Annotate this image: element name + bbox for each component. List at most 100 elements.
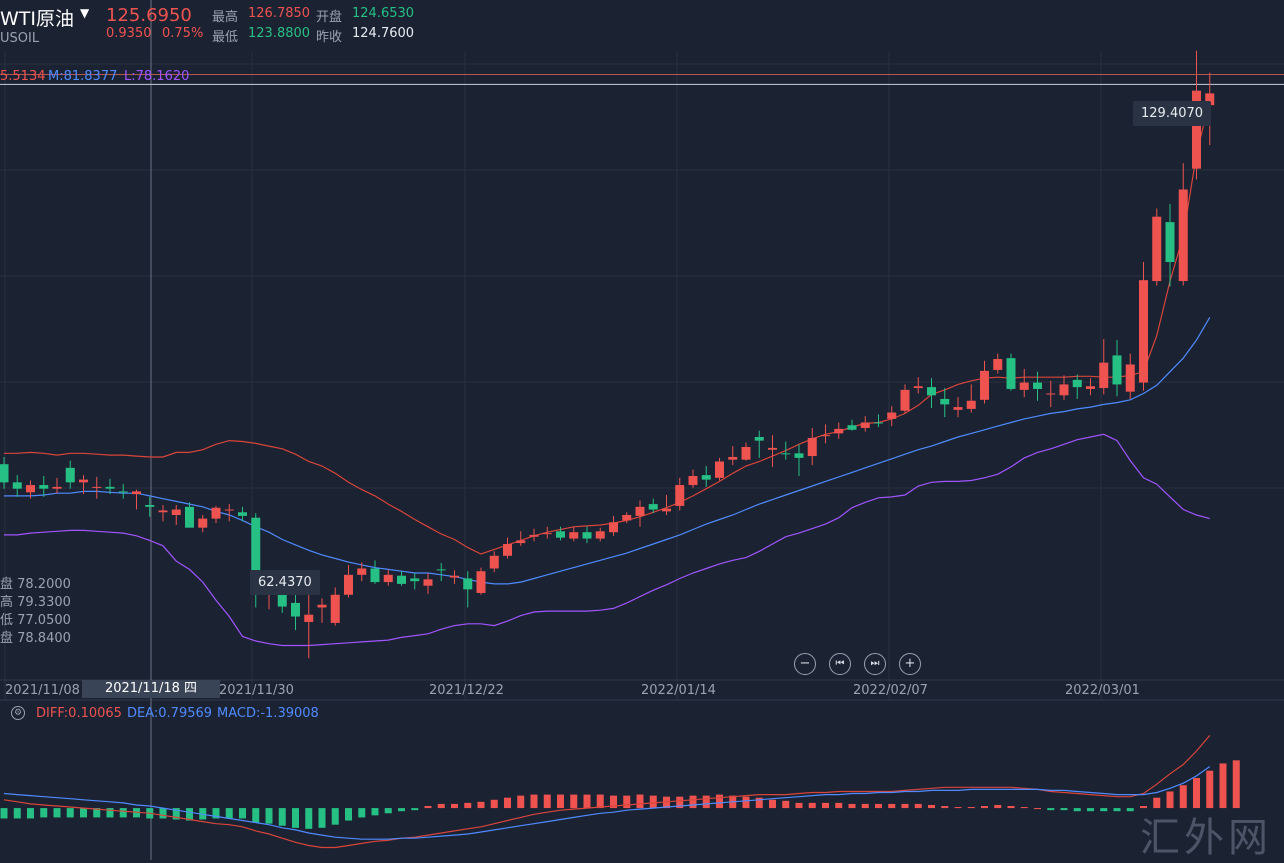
scroll-right-button[interactable]: ⏭ [864, 653, 886, 675]
candle-body [847, 425, 857, 430]
candle [1178, 163, 1188, 286]
macd-bar [755, 797, 763, 809]
macd-diff-legend: DIFF:0.10065 [36, 706, 122, 721]
macd-bar [557, 794, 564, 809]
candle [1086, 378, 1095, 396]
macd-bar [292, 808, 299, 828]
candle [330, 587, 340, 626]
candle [542, 526, 552, 539]
macd-bar [13, 808, 21, 819]
candle-body [0, 464, 9, 483]
x-tick-label: 2021/11/08 [5, 683, 80, 698]
macd-bar [769, 799, 776, 809]
candle [940, 388, 950, 418]
x-tick-label: 2021/12/22 [429, 683, 504, 698]
settings-icon[interactable]: ⚙ [11, 706, 25, 720]
zoom-in-button[interactable]: + [899, 653, 921, 675]
candle-body [807, 437, 817, 457]
zoom-out-button[interactable]: − [794, 653, 816, 675]
candle [39, 476, 49, 497]
candle [556, 526, 565, 541]
macd-bar [186, 808, 193, 821]
macd-bar [636, 794, 644, 809]
macd-dea-line [3, 766, 1211, 840]
boll-mid-line [4, 316, 1211, 585]
macd-bar [1047, 808, 1055, 811]
candle [317, 598, 327, 623]
max-price-tag: 129.4070 [1133, 101, 1212, 126]
candle-body [582, 532, 592, 539]
symbol-code: USOIL [0, 31, 40, 46]
candle [450, 570, 459, 584]
low-value: 123.8800 [248, 26, 311, 41]
candle-body [383, 574, 393, 583]
candle-body [317, 604, 327, 608]
candle-body [754, 437, 764, 441]
candle-body [860, 422, 870, 428]
candle-body [145, 505, 155, 507]
candle [1152, 208, 1162, 286]
symbol-dropdown-icon[interactable]: ▼ [80, 6, 90, 20]
candle [1125, 353, 1135, 399]
candle-body [118, 491, 128, 493]
candle-body [701, 475, 711, 480]
boll-mid-legend: M:81.8377 [48, 69, 118, 84]
min-price-tag: 62.4370 [250, 570, 320, 595]
candle-body [966, 400, 976, 409]
candle-body [675, 485, 685, 506]
macd-bar [530, 794, 538, 809]
macd-bar [504, 797, 511, 809]
candle-body [238, 512, 247, 516]
candle [291, 592, 300, 631]
candlesticks [0, 50, 1215, 659]
macd-bar [477, 801, 485, 809]
candle-body [1019, 382, 1029, 390]
candle [993, 353, 1003, 374]
candle-body [463, 578, 473, 590]
candle-body [953, 407, 963, 410]
candle-body [834, 428, 844, 434]
candle-body [662, 508, 671, 512]
crosshair-date-label: 2021/11/18 四 [82, 680, 220, 698]
macd-bar [901, 803, 909, 809]
macd-diff-line [3, 735, 1211, 849]
candle [145, 496, 155, 517]
candle-body [635, 506, 645, 516]
candle [860, 416, 870, 432]
candle-body [26, 485, 35, 493]
macd-bar [318, 808, 326, 828]
macd-bar [941, 806, 949, 809]
candle-body [1178, 189, 1188, 282]
crosshair-close: 盘 78.8400 [0, 631, 71, 646]
macd-bar [358, 808, 366, 818]
candle [65, 460, 75, 489]
candle [953, 397, 963, 418]
symbol-name[interactable]: WTI原油 [0, 8, 74, 30]
candle-body [1112, 355, 1122, 385]
macd-bar [106, 808, 114, 818]
scroll-left-button[interactable]: ⏮ [829, 653, 851, 675]
candle [92, 476, 102, 499]
macd-bar [861, 803, 869, 809]
macd-bar [1087, 808, 1094, 812]
candle [622, 512, 632, 524]
macd-bar [888, 803, 896, 809]
macd-bar [981, 806, 988, 809]
candle [0, 456, 9, 489]
candle [754, 430, 764, 458]
macd-bar [93, 808, 101, 818]
macd-bar [1232, 760, 1240, 809]
candle-body [158, 510, 168, 513]
candle-body [211, 507, 221, 519]
candle-body [171, 509, 181, 515]
candle [781, 441, 791, 460]
macd-bar [967, 807, 975, 809]
macd-bar [1060, 808, 1068, 811]
macd-bar [265, 808, 273, 824]
candle-body [1125, 364, 1135, 392]
candle [105, 478, 115, 495]
candle [768, 435, 777, 467]
candle [436, 563, 446, 582]
candle-body [105, 486, 115, 489]
